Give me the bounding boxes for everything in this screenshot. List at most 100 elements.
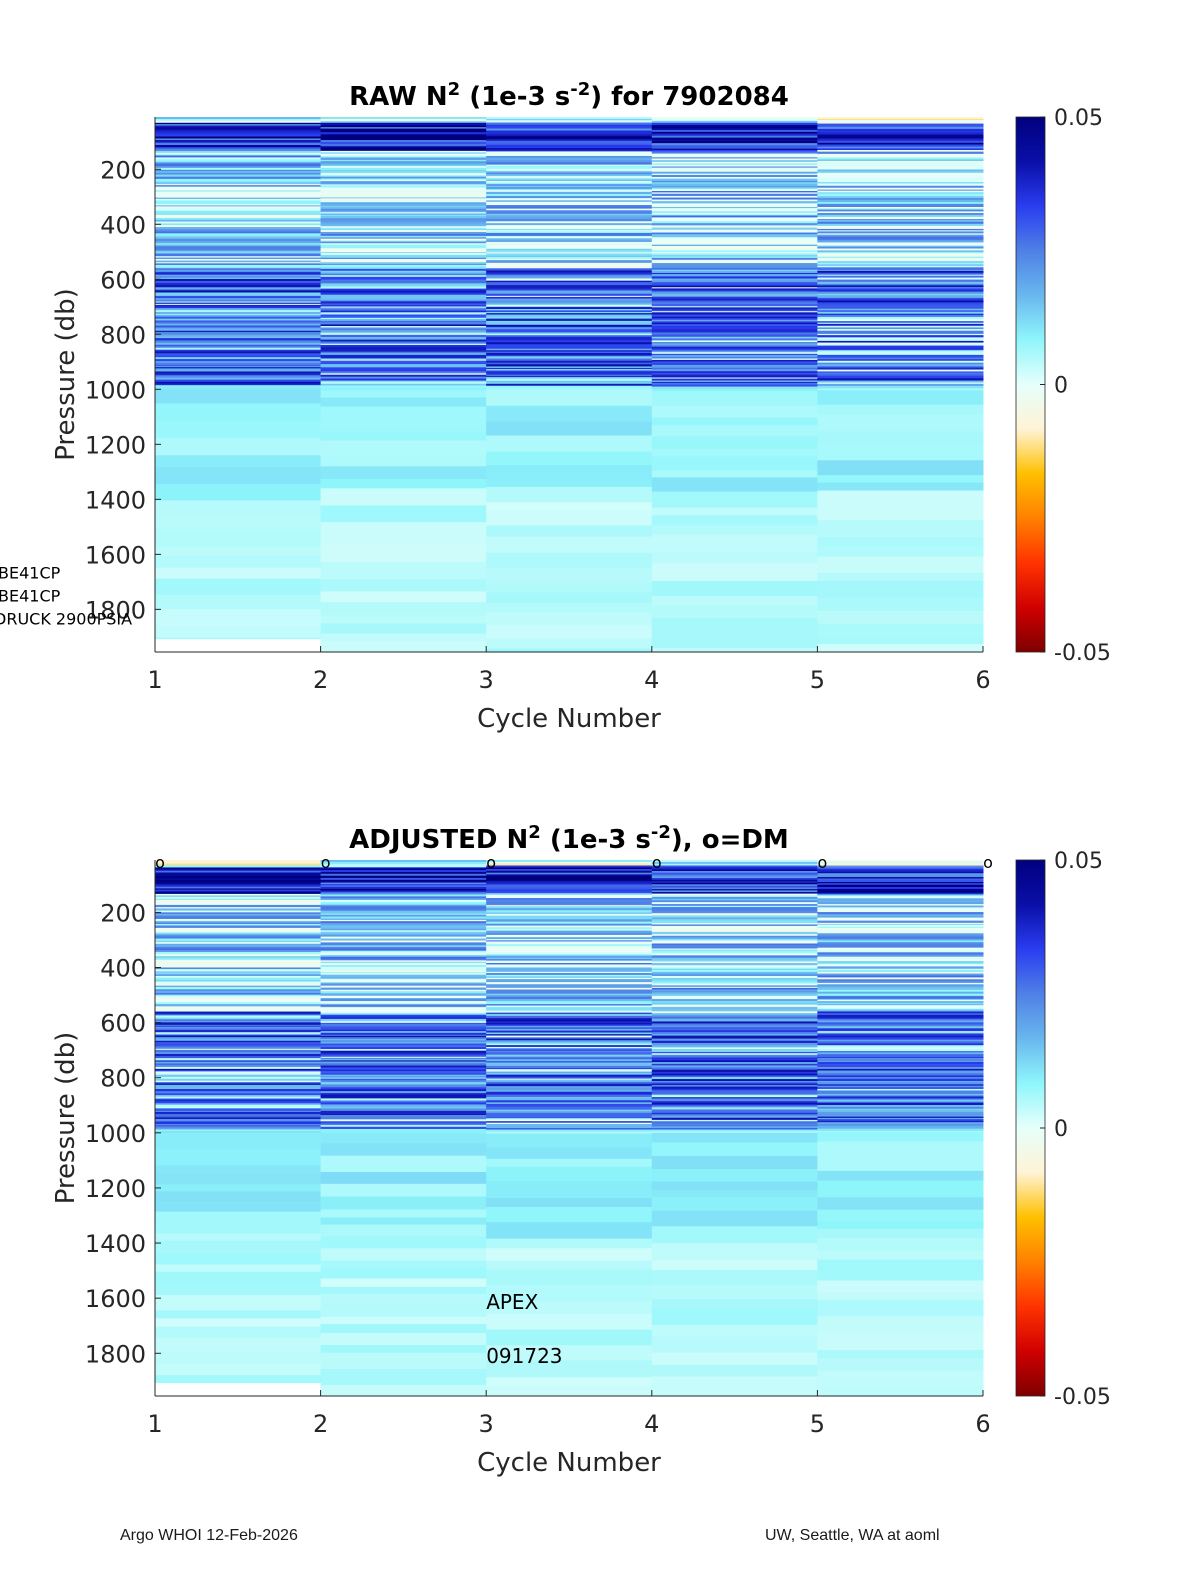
heatmap-cell xyxy=(486,967,653,970)
heatmap-cell xyxy=(651,229,818,233)
heatmap-cell xyxy=(651,1123,818,1126)
heatmap-cell xyxy=(817,300,984,303)
heatmap-cell xyxy=(651,212,818,215)
heatmap-cell xyxy=(817,864,984,867)
heatmap-cell xyxy=(155,967,322,970)
heatmap-cell xyxy=(320,1046,487,1050)
heatmap-cell xyxy=(486,1106,653,1110)
heatmap-cell xyxy=(651,141,818,144)
heatmap-cell xyxy=(817,894,984,897)
heatmap-cell xyxy=(486,872,653,875)
heatmap-cell xyxy=(155,1004,322,1007)
heatmap-cell xyxy=(651,160,818,163)
heatmap-cell xyxy=(155,889,322,893)
heatmap-cell xyxy=(320,440,487,448)
heatmap-cell xyxy=(320,386,487,389)
heatmap-cell xyxy=(651,1126,818,1129)
heatmap-cell xyxy=(155,956,322,959)
heatmap-cell xyxy=(486,552,653,569)
heatmap-cell xyxy=(155,1223,322,1235)
heatmap-cell xyxy=(155,154,322,157)
heatmap-cell xyxy=(817,580,984,599)
heatmap-cell xyxy=(651,1105,818,1109)
heatmap-cell xyxy=(651,209,818,212)
heatmap-cell xyxy=(320,927,487,930)
heatmap-cell xyxy=(155,198,322,201)
heatmap-cell xyxy=(817,163,984,166)
heatmap-cell xyxy=(486,980,653,983)
heatmap-cell xyxy=(817,993,984,997)
heatmap-cell xyxy=(320,976,487,980)
heatmap-cell xyxy=(817,344,984,347)
heatmap-cell xyxy=(651,1057,818,1060)
heatmap-cell xyxy=(486,1125,653,1129)
heatmap-cell xyxy=(651,135,818,139)
heatmap-cell xyxy=(320,332,487,334)
heatmap-cell xyxy=(651,1018,818,1021)
heatmap-cell xyxy=(320,974,487,978)
heatmap-cell xyxy=(320,175,487,178)
heatmap-cell xyxy=(651,1352,818,1366)
heatmap-cell xyxy=(817,936,984,939)
heatmap-cell xyxy=(651,1112,818,1115)
heatmap-cell xyxy=(320,948,487,952)
heatmap-cell xyxy=(651,215,818,218)
heatmap-cell xyxy=(817,211,984,214)
heatmap-cell xyxy=(155,1019,322,1022)
heatmap-cell xyxy=(155,1173,322,1185)
heatmap-cell xyxy=(651,876,818,879)
heatmap-cell xyxy=(486,172,653,175)
heatmap-cell xyxy=(817,1127,984,1130)
heatmap-cell xyxy=(817,883,984,886)
heatmap-cell xyxy=(155,1021,322,1023)
heatmap-cell xyxy=(651,880,818,883)
heatmap-cell xyxy=(486,970,653,973)
heatmap-cell xyxy=(155,206,322,209)
heatmap-cell xyxy=(486,905,653,907)
heatmap-cell xyxy=(320,365,487,368)
heatmap-cell xyxy=(486,883,653,886)
heatmap-cell xyxy=(486,1010,653,1012)
heatmap-cell xyxy=(486,285,653,288)
heatmap-cell xyxy=(651,887,818,890)
heatmap-cell xyxy=(486,225,653,228)
heatmap-cell xyxy=(320,1043,487,1047)
heatmap-cell xyxy=(320,387,487,391)
heatmap-cell xyxy=(320,926,487,929)
heatmap-cell xyxy=(817,611,984,625)
heatmap-cell xyxy=(320,950,487,953)
heatmap-cell xyxy=(486,894,653,898)
heatmap-cell xyxy=(486,405,653,423)
heatmap-cell xyxy=(155,262,322,264)
heatmap-cell xyxy=(155,994,322,997)
heatmap-cell xyxy=(320,159,487,162)
heatmap-cell xyxy=(486,167,653,170)
heatmap-cell xyxy=(486,162,653,166)
heatmap-cell xyxy=(320,885,487,888)
heatmap-cell xyxy=(155,1035,322,1038)
heatmap-cell xyxy=(486,228,653,231)
heatmap-cell xyxy=(817,197,984,201)
heatmap-cell xyxy=(320,149,487,152)
heatmap-cell xyxy=(817,968,984,970)
heatmap-cell xyxy=(155,256,322,259)
heatmap-cell xyxy=(486,1050,653,1053)
heatmap-cell xyxy=(817,1005,984,1008)
heatmap-cell xyxy=(817,1036,984,1039)
heatmap-cell xyxy=(155,184,322,186)
heatmap-cell xyxy=(155,323,322,327)
heatmap-cell xyxy=(486,435,653,453)
heatmap-cell xyxy=(651,374,818,377)
heatmap-cell xyxy=(155,987,322,990)
heatmap-cell xyxy=(155,1103,322,1106)
heatmap-cell xyxy=(155,314,322,318)
heatmap-cell xyxy=(486,1005,653,1008)
heatmap-cell xyxy=(817,134,984,138)
heatmap-cell xyxy=(651,1101,818,1104)
heatmap-cell xyxy=(651,387,818,390)
heatmap-cell xyxy=(651,927,818,930)
heatmap-cell xyxy=(486,964,653,967)
heatmap-cell xyxy=(486,303,653,306)
heatmap-cell xyxy=(155,1015,322,1019)
heatmap-cell xyxy=(155,192,322,196)
